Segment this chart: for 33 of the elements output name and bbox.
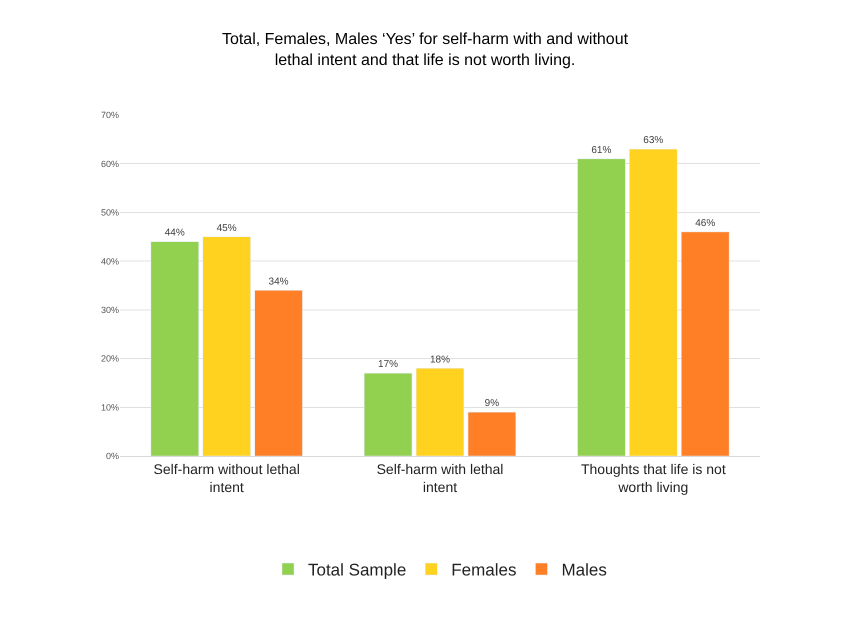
data-label: 61%	[591, 144, 612, 156]
chart-title: Total, Females, Males ‘Yes’ for self-harm with and without lethal intent and that life is not worth living.	[222, 31, 629, 69]
bar	[681, 232, 730, 456]
x-tick-label: Thoughts that life is not worth living	[580, 460, 726, 495]
bar	[577, 158, 626, 456]
y-tick-label: 20%	[100, 354, 119, 364]
legend-label: Total Sample	[308, 560, 406, 580]
x-tick-label: Self-harm without lethal intent	[154, 460, 300, 495]
data-label: 18%	[430, 354, 450, 366]
legend-label: Females	[451, 560, 516, 580]
data-label: 46%	[695, 218, 716, 229]
data-label: 9%	[484, 398, 500, 410]
x-tick-label: Self-harm with lethal intent	[376, 460, 504, 495]
y-tick-label: 70%	[100, 110, 119, 120]
y-tick-label: 0%	[106, 451, 119, 462]
data-label: 45%	[216, 222, 237, 234]
y-tick-label: 30%	[100, 305, 119, 316]
legend-label: Males	[561, 560, 607, 580]
data-label: 44%	[164, 228, 185, 239]
data-label: 17%	[378, 359, 398, 370]
data-label: 34%	[268, 276, 289, 288]
bar	[416, 368, 464, 456]
bar	[364, 372, 412, 456]
bar	[202, 236, 251, 456]
y-tick-label: 40%	[100, 256, 119, 266]
bar	[150, 241, 199, 456]
y-tick-label: 50%	[100, 208, 119, 218]
bar	[468, 412, 516, 456]
y-tick-label: 10%	[100, 402, 119, 412]
data-label: 63%	[643, 135, 664, 146]
y-tick-label: 60%	[100, 158, 119, 169]
bar	[629, 148, 678, 456]
bar	[254, 290, 303, 456]
